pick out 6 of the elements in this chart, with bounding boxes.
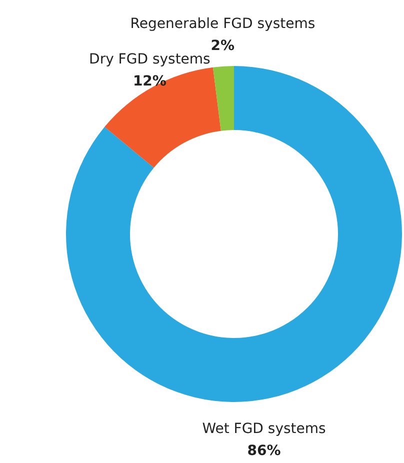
slice-label: Wet FGD systems bbox=[202, 421, 326, 437]
data-label: 2% bbox=[210, 38, 235, 54]
data-label: 12% bbox=[132, 74, 166, 90]
data-label: 86% bbox=[247, 443, 281, 459]
slice-label: Regenerable FGD systems bbox=[130, 16, 316, 32]
slice-label: Dry FGD systems bbox=[89, 52, 210, 68]
